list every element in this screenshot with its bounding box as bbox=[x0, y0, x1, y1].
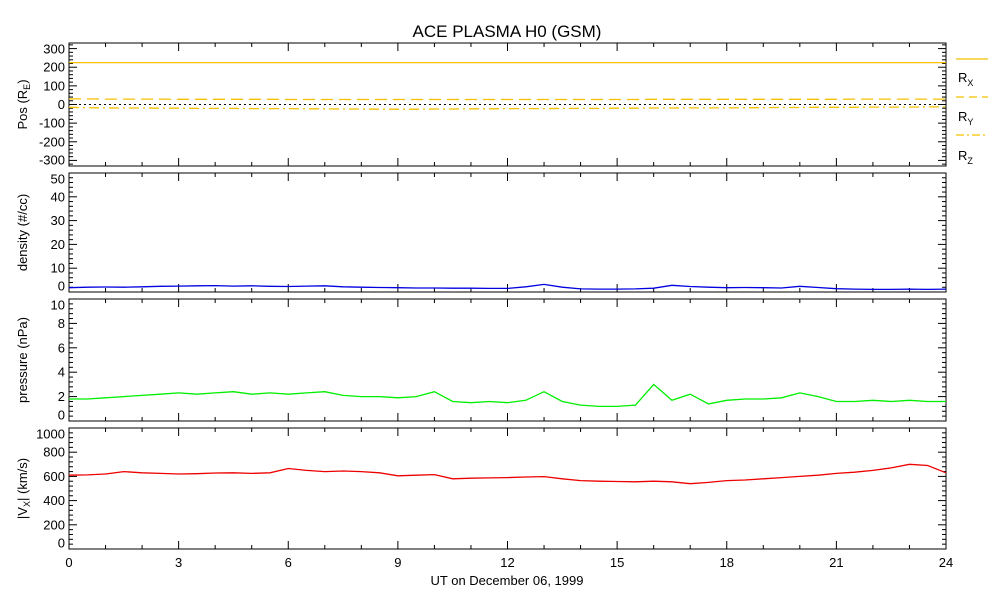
y-tick-label: 0 bbox=[58, 536, 65, 551]
x-axis: 0 3 6 9 12 15 18 21 24 bbox=[65, 555, 953, 570]
y-tick-label: 200 bbox=[43, 60, 65, 75]
y-tick-label: 30 bbox=[51, 213, 65, 228]
y-tick-label: 10 bbox=[51, 298, 65, 313]
y-axis-title-text: | (km/s) bbox=[15, 458, 30, 501]
legend-label-rz: RZ bbox=[958, 148, 973, 166]
y-tick-label: 800 bbox=[43, 445, 65, 460]
panel-velocity: 1000 800 600 400 200 0 |VX| (km/s) bbox=[15, 427, 947, 551]
y-axis-title-text: Pos (R bbox=[15, 90, 30, 130]
legend-label-subscript: X bbox=[967, 78, 973, 88]
y-tick-label: 20 bbox=[51, 237, 65, 252]
x-tick-label: 24 bbox=[939, 555, 953, 570]
y-tick-label: 1000 bbox=[36, 427, 65, 442]
x-tick-label: 9 bbox=[394, 555, 401, 570]
legend-label-subscript: Z bbox=[967, 156, 973, 166]
panel-frame bbox=[68, 427, 947, 550]
x-tick-label: 12 bbox=[500, 555, 514, 570]
x-tick-label: 18 bbox=[720, 555, 734, 570]
y-tick-label: 400 bbox=[43, 493, 65, 508]
y-tick-label: 40 bbox=[51, 189, 65, 204]
y-tick-label: 8 bbox=[58, 316, 65, 331]
series-line-vx bbox=[68, 463, 947, 485]
legend-label-text: R bbox=[958, 109, 967, 124]
series-line-density bbox=[68, 283, 947, 291]
panel-density: 50 40 30 20 10 0 density (#/cc) bbox=[15, 172, 947, 294]
legend-label-text: R bbox=[958, 70, 967, 85]
y-tick-label: 600 bbox=[43, 469, 65, 484]
y-axis-title-text: |V bbox=[15, 507, 30, 519]
panel-frame bbox=[68, 172, 947, 293]
legend-label-ry: RY bbox=[958, 109, 973, 127]
y-tick-label: 0 bbox=[58, 279, 65, 294]
y-axis-title-subscript: E bbox=[22, 84, 32, 90]
y-tick-label: 50 bbox=[51, 172, 65, 187]
series-line-ry bbox=[69, 98, 946, 101]
x-axis-title: UT on December 06, 1999 bbox=[431, 573, 584, 588]
y-axis-title-text: pressure (nPa) bbox=[15, 317, 30, 403]
y-tick-label: 100 bbox=[43, 78, 65, 93]
y-tick-label: 0 bbox=[58, 97, 65, 112]
x-tick-label: 21 bbox=[829, 555, 843, 570]
legend-label-text: R bbox=[958, 148, 967, 163]
y-axis-title: pressure (nPa) bbox=[15, 317, 30, 403]
y-tick-label: 0 bbox=[58, 408, 65, 423]
series-line-pressure bbox=[69, 383, 946, 408]
y-tick-label: -200 bbox=[39, 134, 65, 149]
series-line-rz bbox=[68, 106, 946, 110]
y-tick-label: 200 bbox=[43, 517, 65, 532]
x-tick-label: 3 bbox=[175, 555, 182, 570]
x-tick-label: 0 bbox=[65, 555, 72, 570]
panel-pressure: 10 8 6 4 2 0 pressure (nPa) bbox=[15, 298, 947, 423]
y-tick-label: 300 bbox=[43, 42, 65, 57]
panel-position: 300 200 100 0 -100 -200 -300 Pos (RE) bbox=[15, 42, 947, 168]
y-tick-label: 2 bbox=[58, 389, 65, 404]
y-tick-label: -100 bbox=[39, 116, 65, 131]
y-axis-title: density (#/cc) bbox=[15, 194, 30, 271]
y-axis-title-subscript: X bbox=[22, 501, 32, 507]
x-tick-label: 15 bbox=[610, 555, 624, 570]
y-axis-title-text: ) bbox=[15, 79, 30, 83]
legend-label-rx: RX bbox=[958, 70, 973, 88]
legend-label-subscript: Y bbox=[967, 117, 973, 127]
y-tick-label: 10 bbox=[51, 261, 65, 276]
x-tick-label: 6 bbox=[285, 555, 292, 570]
y-tick-label: -300 bbox=[39, 153, 65, 168]
y-tick-label: 4 bbox=[58, 365, 65, 380]
y-tick-label: 6 bbox=[58, 340, 65, 355]
y-axis-title: Pos (RE) bbox=[15, 79, 32, 129]
chart-title: ACE PLASMA H0 (GSM) bbox=[413, 22, 602, 41]
y-axis-title-text: density (#/cc) bbox=[15, 194, 30, 271]
y-axis-title: |VX| (km/s) bbox=[15, 458, 32, 519]
